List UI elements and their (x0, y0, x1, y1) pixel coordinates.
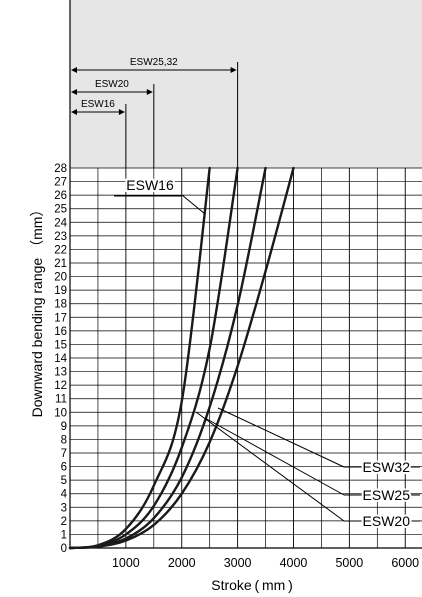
x-tick-label: 5000 (335, 556, 363, 570)
y-tick-label: 4 (61, 489, 68, 501)
y-tick-label: 14 (54, 353, 67, 365)
range-arrow-head-right (146, 89, 153, 95)
series-lines (68, 166, 295, 550)
y-tick-label: 16 (54, 326, 67, 338)
range-marker-label: ESW16 (81, 99, 115, 110)
range-arrow-head-right (118, 109, 125, 115)
x-tick-label: 6000 (391, 556, 419, 570)
y-tick-label: 20 (54, 272, 67, 284)
range-panel (70, 0, 422, 168)
leader-line-esw32 (217, 407, 345, 468)
y-tick-label: 7 (61, 448, 67, 460)
series-label-esw20: ESW20 (363, 513, 411, 529)
range-arrow-head-left (71, 67, 77, 73)
y-tick-label: 18 (54, 299, 67, 311)
y-tick-label: 8 (61, 434, 67, 446)
leader-line-esw20 (195, 411, 345, 522)
y-tick-label: 25 (54, 204, 67, 216)
grid (69, 167, 422, 549)
y-tick-label: 5 (61, 475, 67, 487)
y-tick-label: 22 (54, 244, 67, 256)
range-arrow-head-left (71, 89, 77, 95)
axes: 0123456789101112131415161718192021222324… (54, 163, 422, 570)
y-tick-label: 9 (61, 421, 67, 433)
y-tick-label: 13 (54, 367, 67, 379)
y-axis-title: Downward bending range （mm） (29, 203, 45, 418)
y-tick-label: 24 (54, 217, 67, 229)
y-tick-label: 2 (61, 516, 67, 528)
x-tick-label: 2000 (168, 556, 196, 570)
y-tick-label: 17 (54, 312, 67, 324)
x-tick-label: 1000 (112, 556, 140, 570)
range-arrow-head-right (230, 67, 237, 73)
series-label-esw16: ESW16 (126, 177, 174, 193)
y-tick-label: 21 (54, 258, 67, 270)
series-labels: ESW16 ESW32 ESW25 ESW20 (114, 175, 420, 531)
y-tick-label: 15 (54, 339, 67, 351)
x-axis-title: Stroke ( mm ) (211, 577, 293, 593)
series-line-esw32 (68, 166, 295, 550)
y-tick-label: 6 (61, 462, 67, 474)
series-label-esw32: ESW32 (363, 459, 411, 475)
leader-line-esw16 (181, 194, 206, 215)
x-tick-label: 3000 (224, 556, 252, 570)
range-arrow-head-left (71, 109, 77, 115)
series-label-esw25: ESW25 (363, 487, 411, 503)
y-tick-label: 0 (61, 543, 67, 555)
y-tick-label: 11 (55, 394, 67, 406)
y-tick-label: 1 (61, 529, 67, 541)
y-tick-label: 10 (54, 407, 67, 419)
y-tick-label: 12 (54, 380, 67, 392)
leader-line-esw25 (204, 417, 345, 496)
y-tick-label: 28 (54, 163, 67, 175)
y-tick-label: 3 (61, 502, 67, 514)
y-tick-label: 19 (54, 285, 67, 297)
y-tick-label: 26 (54, 190, 67, 202)
range-marker-label: ESW20 (95, 79, 129, 90)
range-marker-label: ESW25,32 (130, 57, 178, 68)
x-tick-label: 4000 (280, 556, 308, 570)
y-tick-label: 23 (54, 231, 67, 243)
y-tick-label: 27 (54, 177, 67, 189)
